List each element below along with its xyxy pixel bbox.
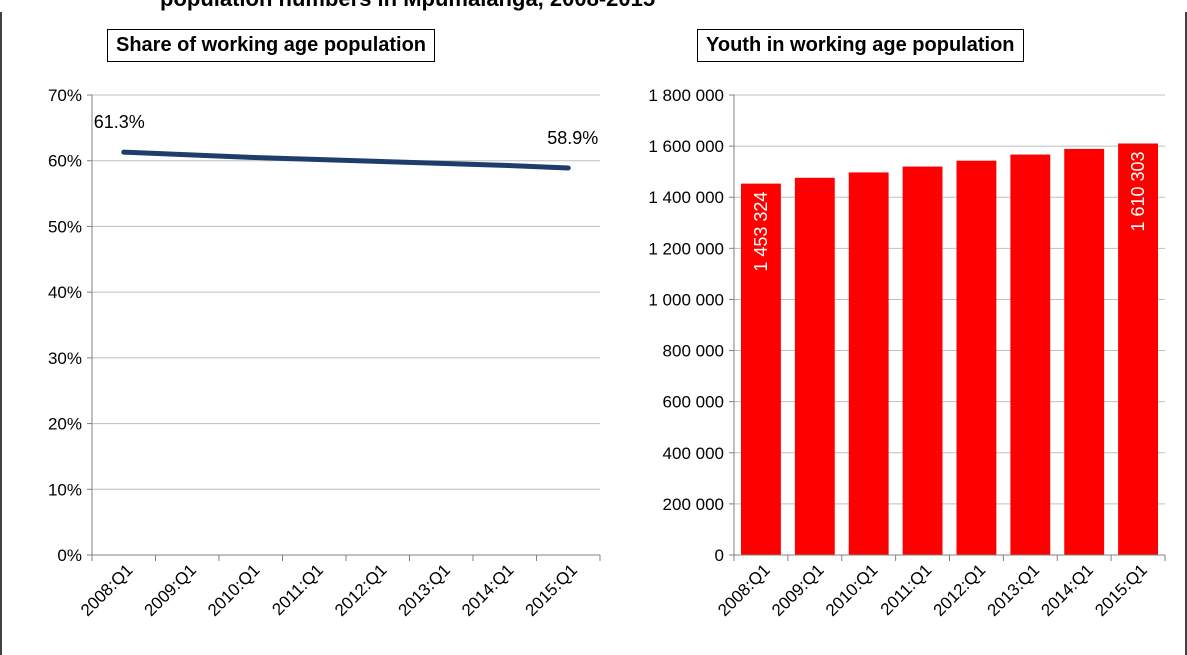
x-tick-label: 2012:Q1 <box>930 560 990 620</box>
y-tick-label: 50% <box>48 217 82 236</box>
bar <box>794 177 835 556</box>
x-tick-label: 2008:Q1 <box>714 560 774 620</box>
y-tick-label: 1 600 000 <box>648 137 724 156</box>
y-tick-label: 400 000 <box>663 444 724 463</box>
data-point <box>312 157 317 162</box>
data-point <box>502 163 507 168</box>
x-tick-label: 2015:Q1 <box>522 560 582 620</box>
y-tick-label: 20% <box>48 415 82 434</box>
y-tick-label: 600 000 <box>663 393 724 412</box>
x-tick-label: 2011:Q1 <box>877 560 936 619</box>
data-label: 1 453 324 <box>751 192 771 272</box>
bar <box>1064 148 1105 555</box>
bar-chart-title: Youth in working age population <box>697 29 1024 62</box>
y-tick-label: 1 000 000 <box>648 290 724 309</box>
data-point <box>121 150 126 155</box>
x-tick-label: 2015:Q1 <box>1091 560 1151 620</box>
line-chart-title: Share of working age population <box>107 29 436 62</box>
y-tick-label: 40% <box>48 283 82 302</box>
data-label: 61.3% <box>94 112 145 132</box>
y-tick-label: 1 200 000 <box>648 239 724 258</box>
x-tick-label: 2013:Q1 <box>984 560 1044 620</box>
bar <box>848 172 889 555</box>
y-tick-label: 30% <box>48 349 82 368</box>
bar <box>1010 154 1051 556</box>
x-tick-label: 2008:Q1 <box>77 560 137 620</box>
x-tick-label: 2010:Q1 <box>204 560 264 620</box>
data-label: 58.9% <box>547 128 598 148</box>
x-tick-label: 2013:Q1 <box>395 560 455 620</box>
data-point <box>185 152 190 157</box>
y-tick-label: 1 400 000 <box>648 188 724 207</box>
series-line <box>121 149 571 171</box>
figure-title: population numbers in Mpumalanga, 2008-2… <box>160 0 655 12</box>
bar <box>956 160 997 555</box>
y-tick-label: 1 800 000 <box>648 86 724 105</box>
data-point <box>375 159 380 164</box>
x-tick-label: 2010:Q1 <box>822 560 882 620</box>
x-tick-label: 2009:Q1 <box>768 560 828 620</box>
data-label: 1 610 303 <box>1128 151 1148 231</box>
y-tick-label: 10% <box>48 480 82 499</box>
bar <box>741 183 781 555</box>
y-tick-label: 200 000 <box>663 495 724 514</box>
bar <box>902 166 943 556</box>
data-point <box>248 155 253 160</box>
data-point <box>566 165 571 170</box>
x-tick-label: 2012:Q1 <box>331 560 391 620</box>
y-tick-label: 60% <box>48 152 82 171</box>
data-point <box>439 161 444 166</box>
x-tick-label: 2014:Q1 <box>1037 560 1097 620</box>
y-tick-label: 800 000 <box>663 342 724 361</box>
y-tick-label: 70% <box>48 86 82 105</box>
x-tick-label: 2009:Q1 <box>141 560 201 620</box>
y-tick-label: 0 <box>715 546 724 565</box>
line-chart: 0%10%20%30%40%50%60%70%2008:Q1 2009:Q1 201… <box>48 86 601 620</box>
y-tick-label: 0% <box>57 546 82 565</box>
x-tick-label: 2014:Q1 <box>458 560 518 620</box>
bar <box>1118 143 1158 555</box>
bar-chart: 0 200 000 400 000 600 000 800 000 1 000 000 1 … <box>648 86 1166 620</box>
x-tick-label: 2011:Q1 <box>268 560 327 619</box>
